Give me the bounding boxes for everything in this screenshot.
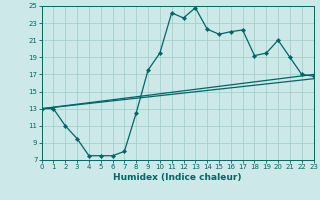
- X-axis label: Humidex (Indice chaleur): Humidex (Indice chaleur): [113, 173, 242, 182]
